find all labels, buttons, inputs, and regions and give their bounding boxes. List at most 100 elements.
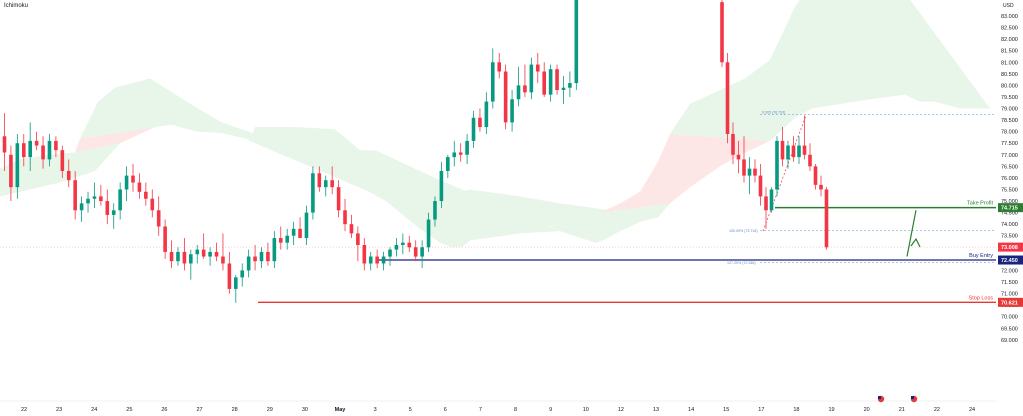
y-tick-label: 76.000 — [1001, 176, 1018, 182]
candle — [21, 133, 26, 167]
candle — [266, 242, 270, 266]
x-tick-label: 10 — [583, 407, 589, 413]
candle-body — [758, 175, 763, 197]
candle — [214, 242, 219, 262]
last-price-tag-bg — [998, 242, 1023, 252]
candle-body — [150, 198, 155, 211]
candle-body — [433, 201, 437, 220]
candle — [824, 187, 829, 250]
kumo-segment — [670, 103, 795, 141]
candle-body — [298, 228, 302, 239]
candle — [34, 131, 39, 151]
candle — [343, 198, 347, 232]
candle-body — [131, 175, 135, 183]
x-tick-label: 28 — [232, 407, 238, 413]
fib-swing-line — [762, 115, 807, 232]
candle — [246, 249, 251, 278]
candle-body — [535, 64, 540, 72]
candle-body — [574, 0, 579, 84]
candle-body — [824, 189, 829, 248]
candle — [150, 189, 155, 218]
candle-body — [195, 249, 200, 255]
x-tick-label: 22 — [934, 407, 940, 413]
candle — [458, 143, 463, 162]
candle — [73, 170, 77, 220]
candle — [388, 247, 392, 266]
candle — [775, 136, 779, 197]
kumo-segment — [80, 101, 172, 139]
candle — [28, 122, 32, 171]
candle — [503, 64, 508, 130]
candle-body — [362, 244, 367, 264]
x-tick-label: 3 — [374, 407, 377, 413]
y-tick-label: 80.000 — [1001, 83, 1018, 89]
candle-body — [780, 140, 785, 160]
candle — [574, 0, 579, 91]
x-tick-label: 21 — [899, 407, 905, 413]
candle-body — [208, 251, 212, 257]
x-tick-label: 25 — [126, 407, 132, 413]
x-tick-label: 24 — [969, 407, 975, 413]
kumo-segment — [640, 152, 745, 192]
candle-body — [86, 198, 90, 204]
candle — [330, 166, 334, 195]
candle-body — [15, 143, 20, 188]
candle — [298, 217, 302, 239]
stop-loss-label: Stop Loss — [969, 295, 994, 301]
candle — [240, 263, 245, 287]
candle-body — [503, 71, 508, 123]
x-tick-label: 29 — [267, 407, 273, 413]
candle-body — [60, 150, 65, 171]
candle — [144, 182, 148, 206]
candle-body — [272, 238, 277, 262]
candle-body — [764, 196, 768, 211]
candle-body — [542, 71, 546, 95]
candle-body — [491, 62, 495, 102]
candle — [786, 140, 790, 169]
candle-body — [34, 140, 39, 146]
candle-body — [246, 256, 251, 271]
candle-body — [311, 173, 315, 213]
kumo-segment — [295, 127, 440, 243]
candle — [253, 244, 257, 271]
candle — [523, 64, 527, 97]
candle-body — [401, 242, 405, 245]
candle — [54, 136, 58, 158]
candle — [201, 233, 206, 259]
candle — [15, 133, 20, 199]
y-tick-label: 74.500 — [1001, 211, 1018, 217]
candle-body — [426, 219, 431, 248]
candle — [491, 48, 495, 109]
candle — [802, 115, 807, 160]
y-tick-label: 71.000 — [1001, 292, 1018, 298]
x-tick-label: May — [335, 407, 347, 413]
candle-body — [304, 212, 309, 239]
candle-body — [368, 256, 373, 264]
x-tick-label: 19 — [828, 407, 834, 413]
plot-area — [0, 0, 996, 303]
candle-body — [753, 168, 757, 176]
candle — [381, 251, 386, 271]
candle-body — [808, 154, 812, 167]
candle — [407, 235, 412, 252]
candle-body — [105, 201, 110, 215]
candle-body — [775, 140, 779, 190]
candle-body — [92, 196, 97, 199]
y-tick-label: 78.000 — [1001, 130, 1018, 136]
candle-body — [413, 247, 418, 257]
candle — [124, 166, 129, 202]
y-tick-label: 74.000 — [1001, 222, 1018, 228]
currency-label: USD — [1003, 3, 1014, 9]
candle — [758, 164, 763, 206]
candle — [60, 145, 65, 178]
candle-body — [731, 133, 735, 155]
candle-body — [797, 145, 801, 158]
y-tick-label: 81.000 — [1001, 60, 1018, 66]
candle — [2, 113, 7, 171]
candle — [137, 173, 142, 199]
candle-body — [330, 180, 334, 188]
candle-body — [118, 189, 122, 211]
candle — [813, 164, 818, 190]
candle-body — [189, 254, 193, 264]
